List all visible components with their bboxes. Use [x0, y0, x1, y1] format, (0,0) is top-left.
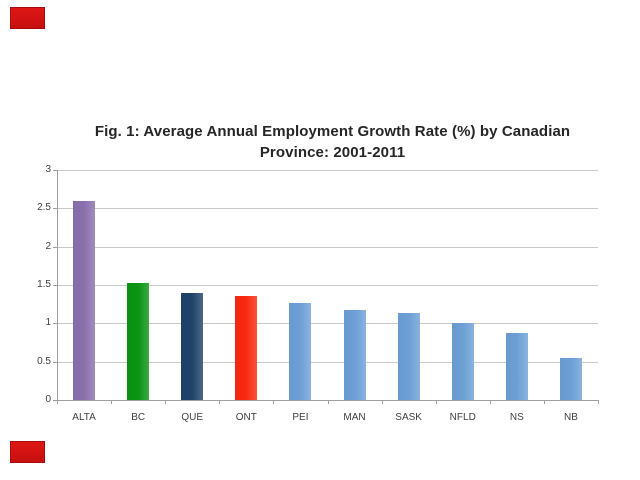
y-tick-label: 2 [45, 240, 51, 252]
x-axis-label-bc: BC [131, 412, 146, 423]
gridline [57, 246, 598, 248]
x-tick-mark [327, 400, 329, 404]
bar-nfld [451, 323, 474, 400]
x-axis-label-pei: PEI [292, 412, 309, 423]
x-axis-label-ns: NS [509, 412, 524, 423]
x-tick-mark [598, 400, 599, 404]
y-tick-mark [53, 170, 57, 171]
chart-title: Fig. 1: Average Annual Employment Growth… [60, 121, 605, 163]
gridline [57, 170, 598, 171]
y-tick-label: 2.5 [37, 202, 51, 214]
x-tick-mark [111, 400, 113, 404]
gridline [57, 361, 598, 363]
x-tick-mark [381, 400, 383, 404]
x-axis-label-sask: SASK [395, 412, 422, 423]
gridline [57, 285, 598, 286]
x-axis-label-nfld: NFLD [449, 412, 476, 423]
red-marker-bottom-left [10, 441, 45, 463]
y-tick-label: 1 [45, 317, 51, 329]
y-tick-label: 1.5 [37, 279, 51, 290]
x-tick-mark [435, 400, 437, 404]
y-tick-mark [53, 361, 57, 363]
x-tick-mark [219, 400, 221, 404]
y-tick-mark [53, 285, 57, 286]
chart-title-line1: Fig. 1: Average Annual Employment Growth… [94, 123, 571, 140]
bar-bc [127, 283, 150, 400]
y-tick-mark [53, 246, 57, 248]
x-tick-mark [273, 400, 275, 404]
bar-que [181, 293, 204, 400]
bar-man [343, 309, 366, 400]
x-axis-label-que: QUE [181, 412, 204, 423]
chart-title-line2: Province: 2001-2011 [259, 144, 406, 161]
y-tick-label: 0.5 [37, 355, 51, 367]
x-axis-label-man: MAN [343, 412, 366, 423]
red-marker-top-left [10, 7, 45, 29]
bar-alta [73, 200, 96, 400]
bar-pei [289, 303, 312, 400]
y-tick-mark [53, 400, 57, 401]
x-axis-label-nb: NB [563, 412, 578, 423]
y-axis-line [57, 170, 58, 400]
x-tick-mark [57, 400, 58, 404]
y-tick-label: 3 [45, 164, 51, 175]
bar-nb [559, 357, 582, 400]
x-axis-label-alta: ALTA [72, 412, 96, 423]
x-tick-mark [489, 400, 491, 404]
x-tick-mark [165, 400, 167, 404]
bar-ns [505, 332, 528, 400]
bar-sask [397, 313, 420, 400]
y-tick-mark [53, 208, 57, 210]
gridline [57, 323, 598, 325]
bar-ont [235, 295, 258, 400]
y-tick-mark [53, 323, 57, 325]
gridline [57, 208, 598, 210]
y-tick-label: 0 [45, 394, 51, 405]
x-axis-label-ont: ONT [235, 412, 257, 423]
x-tick-mark [543, 400, 545, 404]
